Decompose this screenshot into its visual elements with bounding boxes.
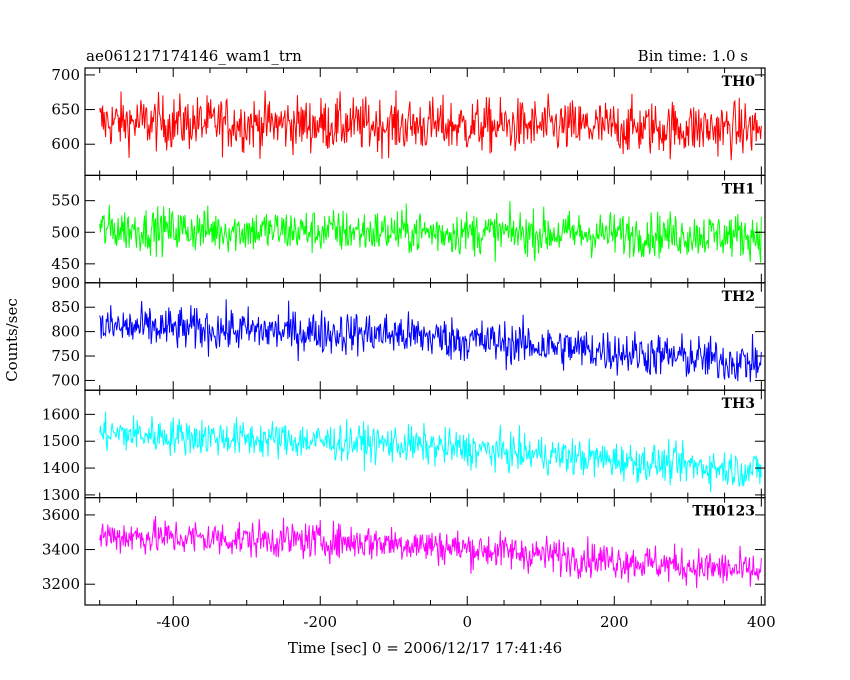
x-tick-label: 0	[462, 613, 472, 631]
y-axis-label: Counts/sec	[3, 298, 21, 382]
y-tick-label: 1600	[42, 405, 80, 423]
x-tick-label: 200	[600, 613, 629, 631]
y-tick-label: 650	[51, 101, 80, 119]
y-tick-label: 750	[51, 347, 80, 365]
series-label-th0: TH0	[722, 74, 756, 90]
series-line-th3	[99, 411, 762, 492]
x-tick-label: -400	[156, 613, 190, 631]
y-tick-label: 700	[51, 66, 80, 84]
series-label-th1: TH1	[722, 181, 755, 197]
y-tick-label: 450	[51, 255, 80, 273]
y-tick-label: 800	[51, 323, 80, 341]
panel-th0: 600 650 700 TH0	[51, 66, 766, 177]
y-tick-label: 900	[51, 274, 80, 292]
y-tick-label: 1500	[42, 432, 80, 450]
y-tick-label: 500	[51, 223, 80, 241]
y-tick-label: 1300	[42, 486, 80, 504]
panel-th0123: 3200 3400 3600 TH0123	[42, 497, 766, 606]
series-line-th1	[99, 200, 762, 263]
series-label-th0123: TH0123	[692, 504, 755, 520]
panel-th3: 1300 1400 1500 1600 TH3	[42, 389, 766, 504]
series-label-th2: TH2	[722, 289, 755, 305]
series-line-th2	[99, 299, 762, 383]
y-tick-label: 600	[51, 135, 80, 153]
series-label-th3: TH3	[722, 396, 755, 412]
y-tick-label: 3600	[42, 506, 80, 524]
panel-frame	[84, 497, 766, 606]
series-line-th0	[99, 90, 762, 161]
panels-group: 600 650 700 TH0 450 500 550 TH1 700 750 800 850 900 T…	[42, 66, 776, 631]
x-axis-label: Time [sec] 0 = 2006/12/17 17:41:46	[288, 639, 562, 657]
panel-th1: 450 500 550 TH1	[51, 174, 766, 284]
y-tick-label: 3400	[42, 541, 80, 559]
y-tick-label: 1400	[42, 459, 80, 477]
y-tick-label: 3200	[42, 575, 80, 593]
panel-frame	[84, 389, 766, 499]
x-tick-label: 400	[747, 613, 776, 631]
bin-time-label: Bin time: 1.0 s	[638, 47, 748, 65]
x-tick-label: -200	[303, 613, 337, 631]
y-tick-label: 700	[51, 371, 80, 389]
y-tick-label: 850	[51, 298, 80, 316]
y-tick-label: 550	[51, 192, 80, 210]
panel-th2: 700 750 800 850 900 TH2	[51, 274, 766, 391]
series-line-th0123	[99, 515, 762, 589]
chart-title: ae061217174146_wam1_trn	[86, 47, 302, 65]
